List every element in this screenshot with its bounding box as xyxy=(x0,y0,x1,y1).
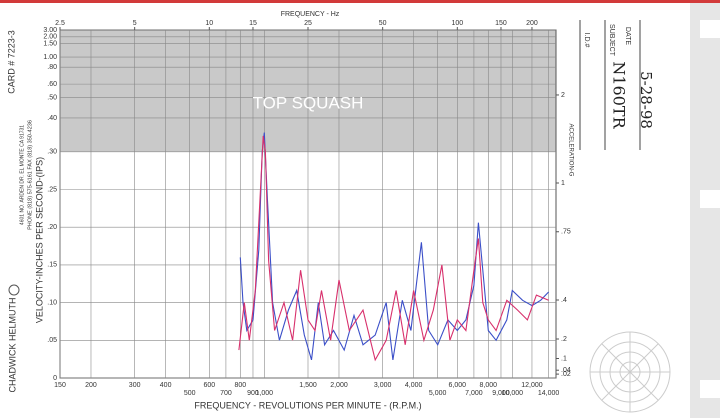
y-tick-label: .50 xyxy=(47,95,57,102)
x-tick-label: 5,000 xyxy=(429,390,447,397)
y-tick-label: .40 xyxy=(47,115,57,122)
data-line xyxy=(238,135,549,362)
card-edge xyxy=(690,0,720,418)
date-label: DATE xyxy=(624,27,631,45)
card-tab xyxy=(700,190,720,208)
logo xyxy=(8,284,20,296)
x2-tick-label: 50 xyxy=(379,20,387,27)
x2-tick-label: 200 xyxy=(526,20,538,27)
x-tick-label: 1,500 xyxy=(299,382,317,389)
chart-title: TOP SQUASH xyxy=(253,93,364,112)
y-tick-label: 1.00 xyxy=(43,54,57,61)
x-tick-label: 6,000 xyxy=(449,382,467,389)
x2-tick-label: 10 xyxy=(205,20,213,27)
plot-area: 3.002.001.501.00.80.60.50.40.30.25.20.15… xyxy=(43,20,570,397)
x2-tick-label: 150 xyxy=(495,20,507,27)
x-tick-label: 800 xyxy=(234,382,246,389)
x2-tick-label: 15 xyxy=(249,20,257,27)
x-tick-label: 900 xyxy=(247,390,259,397)
x-tick-label: 600 xyxy=(203,382,215,389)
y-tick-label: .05 xyxy=(47,337,57,344)
subject-value: N160TR xyxy=(610,61,629,129)
x-tick-label: 150 xyxy=(54,382,66,389)
y2-tick-label: .4 xyxy=(561,297,567,304)
x-tick-label: 400 xyxy=(160,382,172,389)
y2-tick-label: 1 xyxy=(561,180,565,187)
company-phone: PHONE (818) 575-6161 FAX (818) 350-4236 xyxy=(27,120,33,230)
y-tick-label: .60 xyxy=(47,81,57,88)
y-tick-label: 0 xyxy=(53,375,57,382)
x-tick-label: 8,000 xyxy=(480,382,498,389)
x-tick-label: 2,000 xyxy=(330,382,348,389)
x-tick-label: 300 xyxy=(129,382,141,389)
x-tick-label: 1,000 xyxy=(256,390,274,397)
y2-tick-label: .1 xyxy=(561,355,567,362)
y-tick-label: 2.00 xyxy=(43,34,57,41)
y-tick-label: .15 xyxy=(47,262,57,269)
card-number: CARD # 7223-3 xyxy=(6,30,16,94)
y2-tick-label: .75 xyxy=(561,229,571,236)
x-tick-label: 9,000 xyxy=(492,390,510,397)
y-tick-label: 1.50 xyxy=(43,40,57,47)
card-stripe xyxy=(0,0,720,3)
y2-tick-label: .04 xyxy=(561,367,571,374)
x-tick-label: 4,000 xyxy=(405,382,423,389)
company-address: 4601 NO. ARDEN DR. EL MONTE CA 91731 xyxy=(19,125,25,225)
y2-axis-label: ACCELERATION-G xyxy=(567,124,573,177)
x-tick-label: 10,000 xyxy=(502,390,524,397)
company-name: CHADWICK HELMUTH xyxy=(7,297,17,392)
polar-plot xyxy=(589,331,671,413)
card-tab xyxy=(700,20,720,38)
x2-tick-label: 5 xyxy=(133,20,137,27)
subject-label: SUBJECT xyxy=(608,24,615,57)
x-tick-label: 500 xyxy=(184,390,196,397)
x-tick-label: 200 xyxy=(85,382,97,389)
y-tick-label: .20 xyxy=(47,224,57,231)
y-tick-label: .30 xyxy=(47,149,57,156)
x-tick-label: 700 xyxy=(220,390,232,397)
x-tick-label: 14,000 xyxy=(538,390,560,397)
y-tick-label: .80 xyxy=(47,64,57,71)
x2-axis-label: FREQUENCY - Hz xyxy=(281,11,340,18)
x2-tick-label: 25 xyxy=(304,20,312,27)
y2-tick-label: .02 xyxy=(561,371,571,378)
card-tab xyxy=(700,380,720,398)
y-tick-label: 3.00 xyxy=(43,27,57,34)
y-tick-label: .10 xyxy=(47,299,57,306)
x-tick-label: 7,000 xyxy=(465,390,483,397)
date-value: 5-28-98 xyxy=(637,71,655,129)
x2-tick-label: 2.5 xyxy=(55,20,65,27)
y-tick-label: .25 xyxy=(47,186,57,193)
x-tick-label: 3,000 xyxy=(374,382,392,389)
x2-tick-label: 100 xyxy=(451,20,463,27)
x-axis-label: FREQUENCY - REVOLUTIONS PER MINUTE - (R.… xyxy=(194,400,421,410)
y2-tick-label: 2 xyxy=(561,92,565,99)
y-axis-label: VELOCITY-INCHES PER SECOND-(IPS) xyxy=(34,157,44,323)
id-label: I.D.# xyxy=(583,33,590,48)
x-tick-label: 12,000 xyxy=(521,382,543,389)
y2-tick-label: .2 xyxy=(561,336,567,343)
